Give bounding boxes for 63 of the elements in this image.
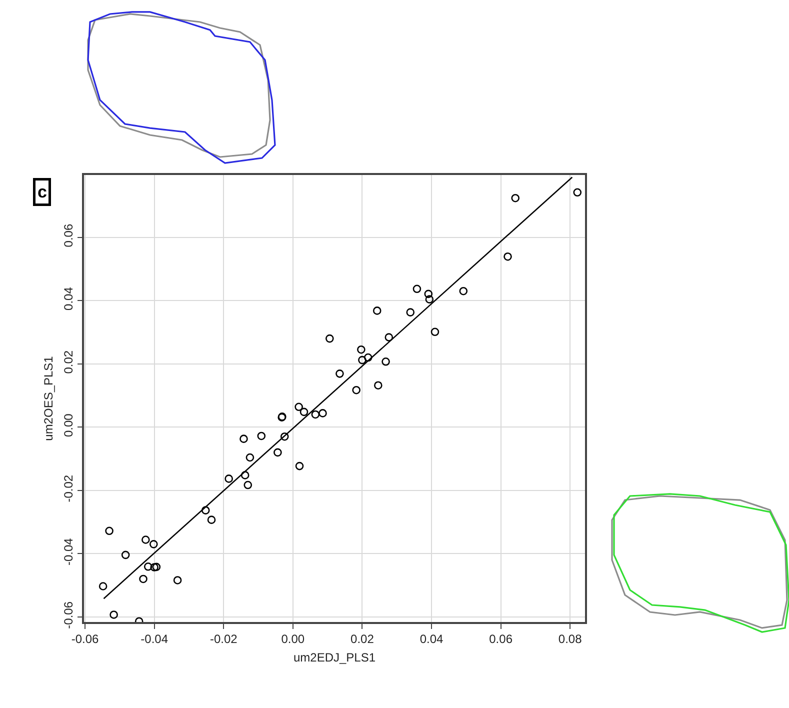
point	[318, 409, 327, 418]
point	[274, 448, 282, 457]
point	[105, 526, 114, 536]
point	[139, 574, 148, 584]
x-tick-label: 0.04	[420, 632, 444, 646]
point	[424, 290, 433, 298]
point	[240, 471, 250, 480]
point	[384, 333, 394, 342]
point	[430, 328, 440, 336]
point	[311, 410, 320, 419]
x-axis-title: um2EDJ_PLS1	[293, 650, 376, 665]
point	[142, 536, 150, 544]
point	[149, 540, 158, 548]
x-tick-label: -0.06	[71, 632, 100, 646]
point	[240, 434, 248, 443]
point	[336, 370, 344, 378]
x-tick-label: -0.04	[140, 632, 168, 646]
x-tick-label: -0.02	[210, 632, 238, 646]
point	[300, 408, 308, 416]
point	[224, 474, 233, 483]
x-tick-label: 0.08	[558, 632, 582, 646]
x-tick-label: 0.00	[281, 632, 305, 646]
point	[352, 386, 360, 394]
point	[280, 432, 289, 441]
point	[98, 582, 108, 590]
point	[257, 432, 266, 440]
point	[382, 358, 390, 366]
text: c	[38, 182, 47, 202]
point	[294, 402, 303, 412]
point	[412, 284, 422, 294]
point	[459, 286, 468, 296]
point	[372, 306, 382, 315]
point	[511, 194, 520, 202]
point	[246, 453, 254, 462]
point	[150, 563, 158, 572]
point	[295, 462, 304, 470]
point	[152, 562, 161, 572]
point	[406, 308, 415, 316]
x-tick-label: 0.02	[350, 632, 374, 646]
point	[173, 576, 182, 584]
y-tick-label: 0.02	[61, 350, 76, 374]
y-tick-label: -0.06	[61, 601, 76, 629]
x-tick-label: 0.06	[489, 632, 513, 646]
point	[121, 550, 130, 560]
y-tick-label: -0.02	[61, 474, 76, 502]
point	[326, 334, 334, 343]
y-tick-label: 0.00	[61, 413, 76, 438]
point	[573, 188, 582, 197]
y-tick-label: -0.04	[61, 538, 76, 566]
point	[364, 353, 372, 362]
point	[358, 356, 366, 364]
point	[374, 381, 382, 390]
point	[244, 480, 252, 490]
point	[201, 506, 210, 514]
point	[504, 252, 512, 261]
point	[144, 562, 152, 571]
point	[207, 516, 216, 524]
point	[110, 610, 118, 619]
y-tick-label: 0.06	[61, 224, 76, 248]
y-axis-title: um2OES_PLS1	[41, 356, 56, 441]
y-tick-label: 0.04	[61, 286, 76, 310]
point	[425, 295, 434, 304]
point	[357, 345, 366, 354]
